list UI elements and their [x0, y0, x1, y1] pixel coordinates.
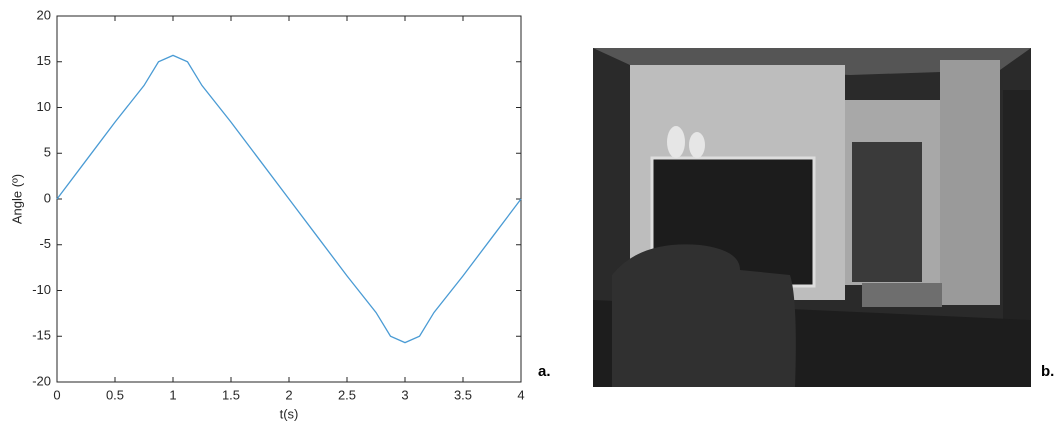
x-tick-label: 0	[53, 387, 60, 402]
x-tick-label: 4	[517, 387, 524, 402]
y-tick-label: 0	[44, 190, 51, 205]
y-tick-label: -15	[32, 328, 51, 343]
x-tick-label: 2.5	[338, 387, 356, 402]
x-tick-label: 3	[401, 387, 408, 402]
x-tick-label: 3.5	[454, 387, 472, 402]
room-photo	[593, 48, 1031, 387]
y-tick-label: 20	[37, 7, 51, 22]
y-tick-label: 15	[37, 53, 51, 68]
x-tick-label: 1.5	[222, 387, 240, 402]
x-tick-label: 0.5	[106, 387, 124, 402]
y-tick-label: -5	[39, 236, 51, 251]
y-tick-label: 5	[44, 145, 51, 160]
y-tick-label: -10	[32, 282, 51, 297]
x-tick-label: 2	[285, 387, 292, 402]
x-axis-label: t(s)	[280, 406, 299, 421]
panel-label: b.	[1041, 363, 1054, 380]
data-line	[56, 54, 522, 344]
y-tick-label: -20	[32, 373, 51, 388]
y-axis-label: Angle (º)	[9, 174, 24, 224]
x-tick-label: 1	[169, 387, 176, 402]
y-tick-label: 10	[37, 99, 51, 114]
panel-label: a.	[538, 363, 551, 380]
